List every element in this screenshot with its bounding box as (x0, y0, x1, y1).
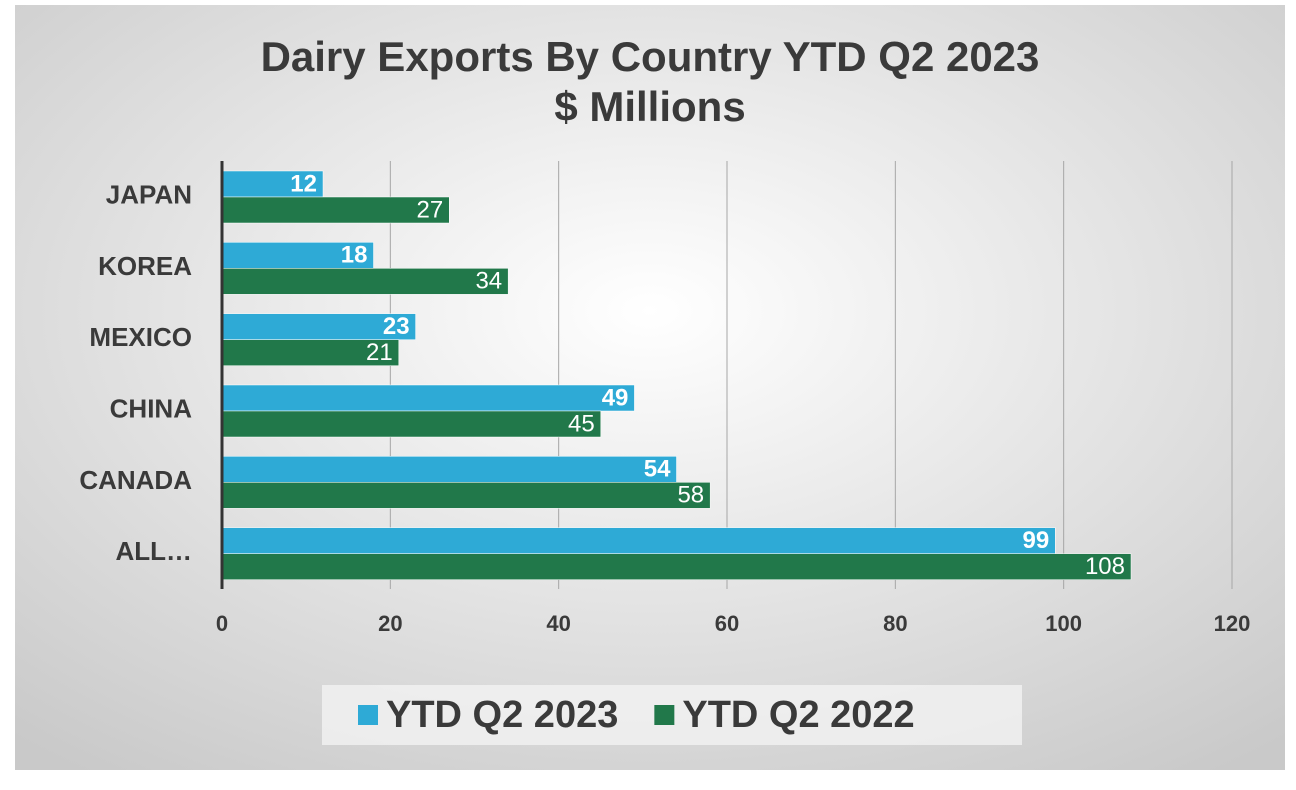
x-tick-label: 60 (715, 611, 739, 636)
data-label: 27 (417, 196, 444, 223)
chart-title: Dairy Exports By Country YTD Q2 2023 (261, 33, 1040, 80)
y-tick-label: CANADA (79, 465, 192, 495)
y-tick-label: ALL… (115, 536, 192, 566)
bar (221, 410, 601, 438)
data-label: 108 (1085, 553, 1125, 580)
x-tick-label: 120 (1214, 611, 1251, 636)
x-tick-label: 20 (378, 611, 402, 636)
data-label: 54 (644, 456, 671, 483)
bar (221, 482, 711, 509)
data-label: 49 (602, 384, 629, 411)
y-tick-label: MEXICO (89, 322, 192, 352)
bar (221, 384, 635, 412)
bar (221, 527, 1056, 554)
chart-subtitle: $ Millions (554, 83, 745, 130)
y-tick-label: JAPAN (106, 180, 192, 210)
data-label: 45 (568, 410, 595, 437)
bar (221, 313, 416, 340)
y-tick-label: KOREA (98, 251, 192, 281)
legend-label: YTD Q2 2022 (682, 694, 914, 736)
bar (221, 456, 677, 483)
bar (221, 268, 509, 295)
y-tick-label: CHINA (110, 394, 193, 424)
bar (221, 339, 399, 366)
data-label: 12 (290, 170, 317, 197)
data-label: 99 (1023, 527, 1050, 554)
data-label: 34 (475, 268, 502, 295)
data-label: 21 (366, 339, 393, 366)
bar (221, 553, 1132, 580)
bar (221, 196, 450, 224)
bar (221, 242, 374, 269)
data-label: 58 (677, 482, 704, 509)
legend-label: YTD Q2 2023 (386, 694, 618, 736)
bar (221, 170, 324, 198)
data-label: 23 (383, 313, 410, 340)
legend-swatch (358, 705, 378, 725)
x-tick-label: 80 (883, 611, 907, 636)
x-tick-label: 40 (546, 611, 570, 636)
legend-swatch (654, 705, 675, 725)
data-label: 18 (341, 242, 368, 269)
x-tick-label: 0 (216, 611, 228, 636)
x-tick-label: 100 (1045, 611, 1082, 636)
